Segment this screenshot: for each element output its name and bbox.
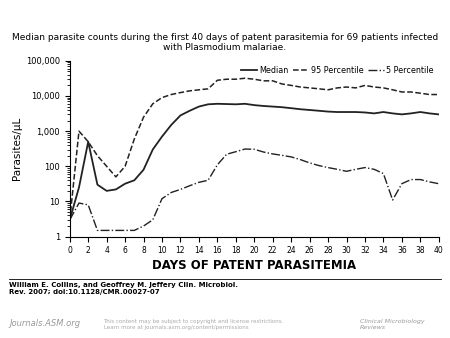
Text: Clinical Microbiology
Reviews: Clinical Microbiology Reviews <box>360 319 425 330</box>
Legend: Median, 95 Percentile, 5 Percentile: Median, 95 Percentile, 5 Percentile <box>240 65 435 75</box>
Text: William E. Collins, and Geoffrey M. Jeffery Clin. Microbiol.
Rev. 2007; doi:10.1: William E. Collins, and Geoffrey M. Jeff… <box>9 282 238 295</box>
Y-axis label: Parasites/µL: Parasites/µL <box>12 117 22 180</box>
Text: This content may be subject to copyright and license restrictions.
Learn more at: This content may be subject to copyright… <box>104 319 284 330</box>
Text: Median parasite counts during the first 40 days of patent parasitemia for 69 pat: Median parasite counts during the first … <box>12 33 438 52</box>
Text: Journals.ASM.org: Journals.ASM.org <box>9 319 80 329</box>
X-axis label: DAYS OF PATENT PARASITEMIA: DAYS OF PATENT PARASITEMIA <box>152 260 356 272</box>
